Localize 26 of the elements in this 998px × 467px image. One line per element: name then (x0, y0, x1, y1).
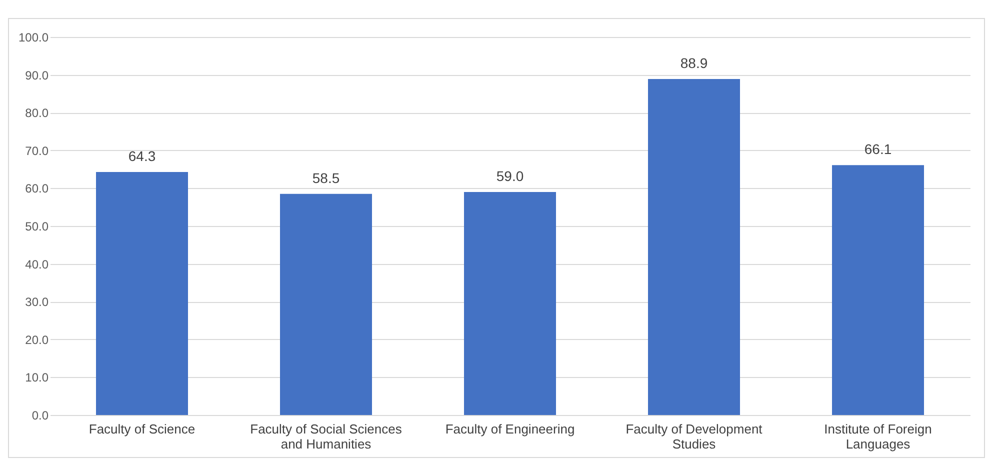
x-tick-label: Institute of Foreign Languages (824, 422, 932, 452)
y-tick-label: 50.0 (25, 220, 49, 234)
bar (96, 172, 188, 415)
data-label: 59.0 (496, 168, 524, 184)
x-tick-label: Faculty of Science (88, 422, 196, 436)
y-tick-label: 10.0 (25, 370, 49, 385)
data-label: 66.1 (864, 141, 892, 158)
y-tick-label: 70.0 (25, 144, 49, 158)
x-tick-label: Faculty of Development Studies (626, 422, 763, 452)
data-label: 58.5 (312, 170, 340, 186)
y-tick-label: 60.0 (25, 182, 49, 196)
y-tick-label: 80.0 (25, 106, 49, 120)
bar (280, 194, 372, 415)
bar (464, 192, 556, 415)
y-tick-label: 0.0 (32, 408, 49, 422)
data-label: 64.3 (128, 148, 156, 164)
bar (648, 78, 740, 415)
y-tick-label: 40.0 (25, 257, 49, 272)
y-tick-label: 90.0 (25, 68, 49, 82)
x-tick-label: Faculty of Engineering (445, 422, 575, 436)
y-tick-label: 20.0 (25, 332, 49, 347)
y-tick-label: 100.0 (18, 30, 49, 44)
x-tick-label: Faculty of Social Sciences and Humanities (250, 422, 402, 452)
y-tick-label: 30.0 (25, 295, 49, 310)
bar (832, 165, 924, 415)
data-label: 88.9 (680, 54, 708, 71)
